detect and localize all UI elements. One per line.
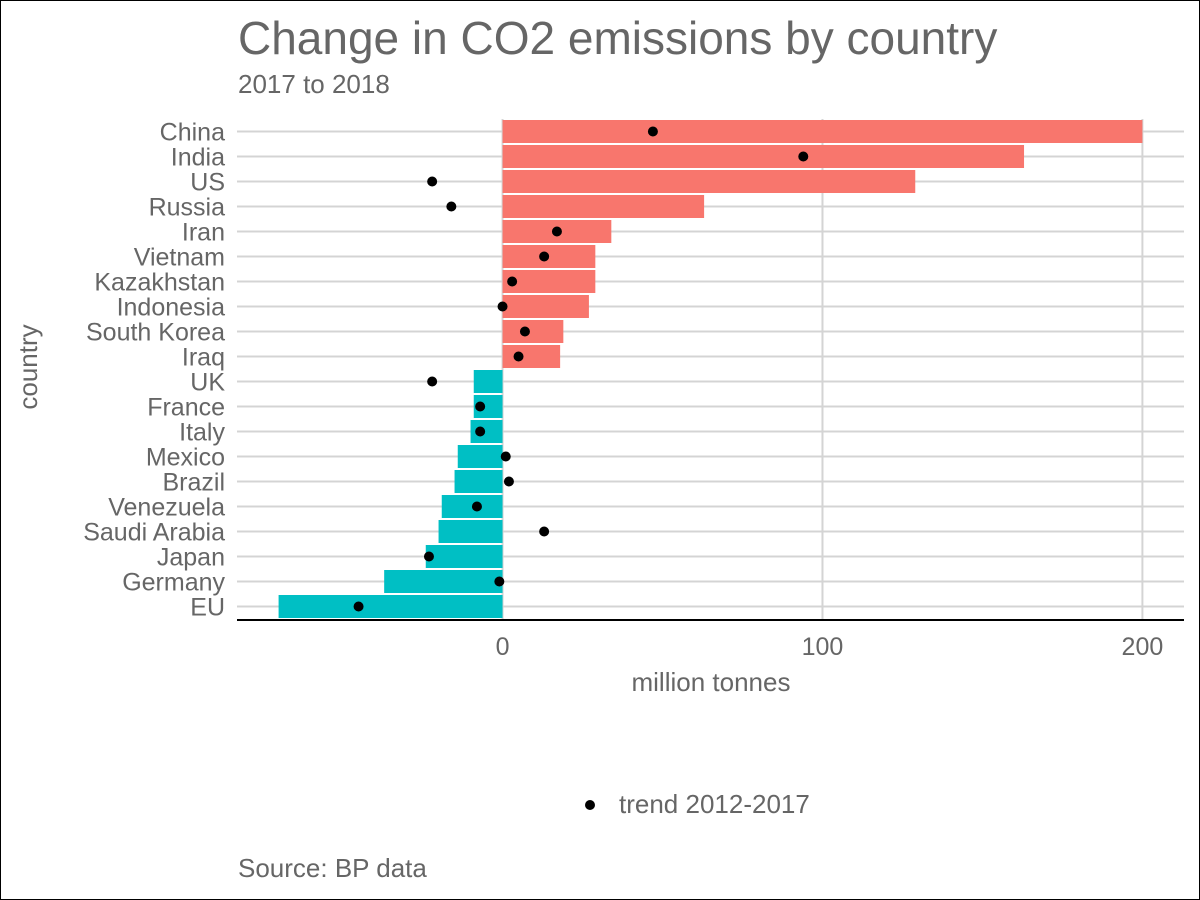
- bar-italy: [470, 420, 503, 443]
- category-label-vietnam: Vietnam: [134, 244, 225, 272]
- category-label-brazil: Brazil: [162, 469, 225, 497]
- trend-point-uk: [427, 376, 438, 387]
- category-label-russia: Russia: [149, 194, 226, 222]
- trend-point-france: [475, 401, 486, 412]
- bar-iraq: [502, 345, 561, 368]
- bar-layer: [278, 120, 1143, 618]
- category-label-india: India: [171, 144, 225, 172]
- x-tick-label: 100: [802, 633, 844, 661]
- chart-caption: Source: BP data: [238, 853, 427, 883]
- category-label-germany: Germany: [122, 569, 225, 597]
- category-label-italy: Italy: [179, 419, 225, 447]
- bar-india: [502, 145, 1025, 168]
- category-label-venezuela: Venezuela: [108, 494, 225, 522]
- trend-point-mexico: [500, 451, 511, 462]
- x-axis-title: million tonnes: [632, 667, 791, 697]
- trend-point-vietnam: [539, 251, 550, 262]
- bar-eu: [278, 595, 503, 618]
- bar-kazakhstan: [502, 270, 596, 293]
- bar-south-korea: [502, 320, 564, 343]
- trend-point-italy: [475, 426, 486, 437]
- trend-point-kazakhstan: [507, 276, 518, 287]
- trend-point-us: [427, 176, 438, 187]
- trend-point-japan: [423, 551, 434, 562]
- trend-point-russia: [446, 201, 457, 212]
- trend-point-india: [798, 151, 809, 162]
- bar-uk: [473, 370, 503, 393]
- y-axis-title: country: [13, 324, 43, 409]
- category-label-iran: Iran: [182, 219, 225, 247]
- category-label-uk: UK: [190, 369, 225, 397]
- trend-point-eu: [353, 601, 364, 612]
- category-label-china: China: [160, 119, 225, 147]
- x-tick-label: 200: [1122, 633, 1164, 661]
- category-label-mexico: Mexico: [146, 444, 225, 472]
- trend-point-iraq: [513, 351, 524, 362]
- legend-label-trend: trend 2012-2017: [619, 789, 810, 819]
- category-label-south-korea: South Korea: [86, 319, 225, 347]
- bar-germany: [384, 570, 503, 593]
- trend-point-brazil: [503, 476, 514, 487]
- trend-point-china: [647, 126, 658, 137]
- category-label-iraq: Iraq: [182, 344, 225, 372]
- trend-point-venezuela: [471, 501, 482, 512]
- bar-brazil: [454, 470, 503, 493]
- legend-key-trend: [585, 799, 595, 810]
- label-layer: 0 100 200 ChinaIndiaUSRussiaIranVietnamKaza…: [83, 119, 1163, 662]
- bar-japan: [425, 545, 503, 568]
- trend-point-saudi-arabia: [539, 526, 550, 537]
- chart-title: Change in CO2 emissions by country: [238, 12, 998, 64]
- category-label-indonesia: Indonesia: [117, 294, 226, 322]
- bar-indonesia: [502, 295, 589, 318]
- grid-layer: [237, 119, 1184, 619]
- bar-russia: [502, 195, 705, 218]
- trend-point-indonesia: [497, 301, 508, 312]
- bar-us: [502, 170, 916, 193]
- chart-subtitle: 2017 to 2018: [238, 69, 390, 99]
- bar-mexico: [457, 445, 503, 468]
- trend-point-layer: [353, 126, 809, 612]
- bar-france: [473, 395, 503, 418]
- category-label-us: US: [190, 169, 225, 197]
- category-label-kazakhstan: Kazakhstan: [94, 269, 225, 297]
- bar-china: [502, 120, 1143, 143]
- trend-point-germany: [494, 576, 505, 587]
- category-label-eu: EU: [190, 594, 225, 622]
- category-label-france: France: [147, 394, 225, 422]
- legend: trend 2012-2017: [585, 789, 810, 820]
- category-label-japan: Japan: [157, 544, 225, 572]
- trend-point-iran: [551, 226, 562, 237]
- x-tick-label: 0: [496, 633, 510, 661]
- trend-point-south-korea: [519, 326, 530, 337]
- bar-saudi-arabia: [438, 520, 503, 543]
- category-label-saudi-arabia: Saudi Arabia: [83, 519, 225, 547]
